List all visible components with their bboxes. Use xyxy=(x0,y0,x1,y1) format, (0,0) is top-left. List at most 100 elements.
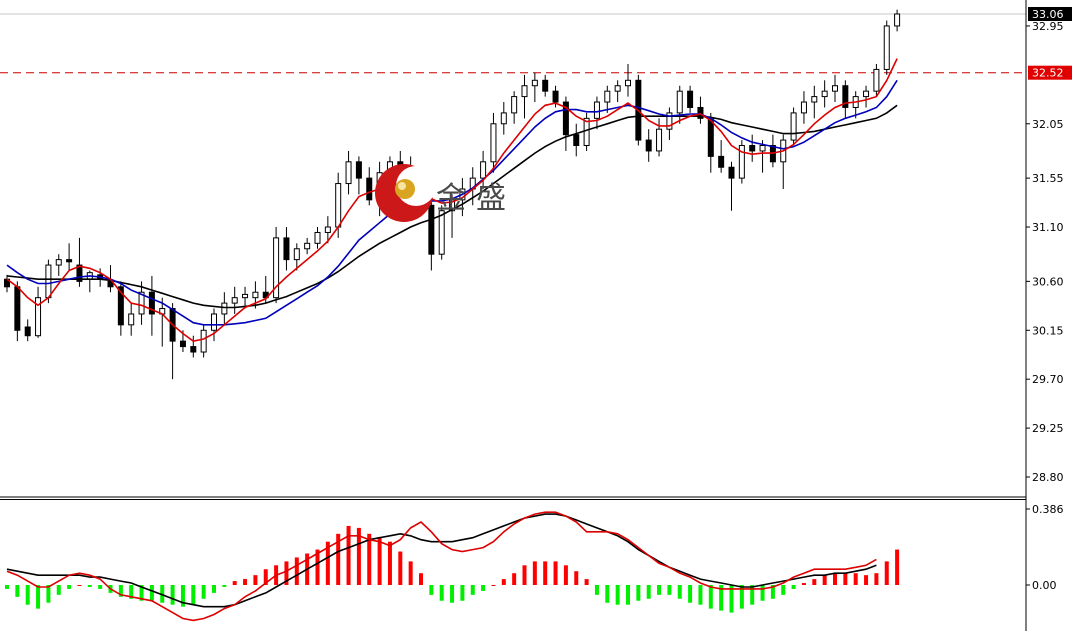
candle-body-up xyxy=(873,68,880,92)
candle-body-down xyxy=(718,155,725,168)
candle-body-up xyxy=(211,313,217,331)
candle-body-down xyxy=(66,259,73,263)
price-pane xyxy=(0,9,1026,500)
macd-bar-positive xyxy=(512,573,517,585)
candle xyxy=(500,102,507,135)
macd-bar-positive xyxy=(864,575,869,585)
price-axis: 32.95 32.05 31.55 31.10 30.60 30.15 29.70 29.25… xyxy=(1025,0,1072,631)
candle-body-down xyxy=(117,286,124,326)
macd-bar-positive xyxy=(346,525,351,585)
candle xyxy=(138,281,145,325)
candle xyxy=(593,96,600,130)
candle xyxy=(169,303,176,380)
candle-body-down xyxy=(428,204,435,255)
candle-body-down xyxy=(749,145,756,152)
macd-bar-negative xyxy=(180,585,185,607)
candle xyxy=(738,140,745,184)
candle-body-up xyxy=(511,96,518,114)
macd-bar-negative xyxy=(160,585,165,603)
candle xyxy=(314,227,321,249)
candle-body-down xyxy=(728,166,735,179)
candle xyxy=(304,237,311,255)
candle xyxy=(221,292,228,325)
candle xyxy=(676,85,683,124)
candle xyxy=(35,286,42,338)
macd-bar-negative xyxy=(781,585,786,595)
candle xyxy=(542,74,549,97)
candle-body-up xyxy=(221,302,228,315)
candle xyxy=(231,286,238,314)
candle xyxy=(614,80,621,103)
macd-bar-negative xyxy=(688,585,693,603)
macd-bar-positive xyxy=(853,573,858,585)
macd-bar-negative xyxy=(5,585,9,589)
candle xyxy=(24,319,31,342)
macd-bar-negative xyxy=(698,585,703,605)
macd-bar-positive xyxy=(294,557,299,585)
macd-bar-positive xyxy=(843,573,848,585)
macd-bar-negative xyxy=(98,585,103,589)
macd-bar-negative xyxy=(118,585,123,597)
candle-body-down xyxy=(355,161,362,179)
candle-body-up xyxy=(800,101,807,114)
ma-slow-line xyxy=(6,104,898,309)
macd-bar-positive xyxy=(801,583,806,585)
macd-bar-positive xyxy=(243,579,248,585)
macd-bar-negative xyxy=(201,585,206,599)
candle-body-up xyxy=(832,85,838,92)
candle xyxy=(583,112,590,151)
price-tick-label: 31.55 xyxy=(1032,172,1064,185)
macd-bar-negative xyxy=(719,585,724,611)
candle-body-up xyxy=(252,291,259,299)
candle xyxy=(117,281,124,336)
candle xyxy=(148,275,155,336)
last-price-tag: 33.06 xyxy=(1032,8,1064,21)
macd-tick-label: 0.386 xyxy=(1032,503,1064,516)
candle-body-up xyxy=(614,85,621,92)
candle-body-down xyxy=(179,340,186,348)
candle-body-up xyxy=(345,161,352,185)
ma-fast-line xyxy=(6,58,898,342)
candle xyxy=(14,281,21,342)
candle xyxy=(625,63,631,97)
macd-bar-positive xyxy=(253,575,258,585)
candle-body-up xyxy=(531,79,538,87)
candle xyxy=(55,254,62,276)
macd-bar-negative xyxy=(129,585,134,599)
candle xyxy=(242,286,249,309)
macd-bar-negative xyxy=(191,585,196,605)
candle xyxy=(842,80,849,119)
macd-bar-positive xyxy=(387,541,392,585)
candle-body-up xyxy=(894,13,901,27)
candle xyxy=(863,85,870,108)
price-tick-label: 32.95 xyxy=(1032,20,1064,33)
candle xyxy=(355,156,362,195)
candle xyxy=(604,85,611,113)
candle xyxy=(200,324,207,358)
candle-body-up xyxy=(304,242,311,250)
candle-body-up xyxy=(324,226,331,233)
candle-body-up xyxy=(480,161,487,179)
macd-bar-positive xyxy=(377,537,382,585)
candle-body-up xyxy=(583,117,590,147)
candle-body-up xyxy=(821,90,828,98)
candle-body-down xyxy=(687,90,694,108)
candle-body-up xyxy=(231,297,238,304)
macd-bar-negative xyxy=(636,585,641,601)
candle-body-up xyxy=(45,264,52,299)
candle-body-up xyxy=(656,128,663,152)
candle-body-up xyxy=(138,291,145,315)
candle xyxy=(190,335,197,358)
level-price-tag-bg xyxy=(1028,65,1072,80)
macd-bar-negative xyxy=(739,585,744,609)
candle-body-down xyxy=(366,177,373,201)
macd-bar-positive xyxy=(584,579,589,585)
candle-body-up xyxy=(521,85,528,98)
macd-slow-line xyxy=(6,513,877,608)
macd-bar-positive xyxy=(874,573,879,585)
candle xyxy=(656,118,663,157)
candle-body-down xyxy=(283,237,290,261)
candle xyxy=(800,91,807,124)
macd-bar-negative xyxy=(791,585,796,589)
